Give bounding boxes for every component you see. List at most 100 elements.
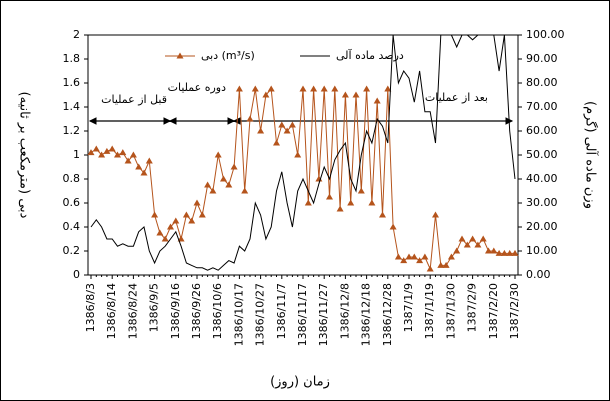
data-point — [235, 85, 243, 92]
data-point — [156, 229, 164, 236]
data-point — [204, 181, 212, 188]
data-point — [283, 127, 291, 134]
data-point — [230, 163, 238, 170]
data-point — [98, 151, 106, 158]
data-point — [315, 175, 323, 182]
data-point — [294, 151, 302, 158]
x-tick-label: 1386/11/17 — [296, 283, 309, 346]
series-line — [90, 34, 516, 271]
data-point — [426, 265, 434, 272]
legend-marker — [176, 52, 184, 59]
data-point — [288, 121, 296, 128]
data-point — [108, 145, 116, 152]
data-point — [341, 91, 349, 98]
annotation: بعد از عملیات — [425, 91, 488, 104]
data-point — [410, 253, 418, 260]
data-point — [432, 211, 439, 218]
x-tick-label: 1386/10/6 — [211, 283, 224, 339]
data-point — [103, 147, 111, 154]
data-point — [209, 187, 217, 194]
y2-tick-label: 30.00 — [526, 196, 558, 209]
x-tick-label: 1386/8/14 — [105, 283, 118, 339]
x-tick-label: 1386/12/28 — [381, 283, 394, 346]
data-point — [114, 151, 121, 158]
data-point — [394, 253, 402, 260]
x-axis-title: زمان (روز) — [270, 375, 330, 390]
data-point — [474, 241, 482, 248]
x-tick-label: 1386/11/7 — [275, 283, 288, 339]
annotation-arrows — [88, 117, 514, 125]
data-point — [389, 223, 397, 230]
x-tick-label: 1387/2/20 — [487, 283, 500, 339]
data-point — [379, 211, 386, 218]
x-tick-label: 1386/12/18 — [360, 283, 373, 346]
y-tick-label: 1.6 — [63, 76, 81, 89]
data-point — [326, 193, 333, 200]
x-tick-label: 1386/11/27 — [317, 283, 330, 346]
data-point — [299, 85, 307, 92]
y2-tick-label: 80.00 — [526, 76, 558, 89]
y2-axis-title: وزن ماده آلی (گرم) — [583, 101, 600, 209]
data-point — [251, 85, 259, 92]
x-tick-label: 1387/1/19 — [423, 283, 436, 339]
y2-tick-label: 20.00 — [526, 220, 558, 233]
data-point — [119, 149, 127, 156]
data-point — [384, 85, 392, 92]
data-point — [262, 91, 270, 98]
data-point — [352, 91, 360, 98]
data-point — [87, 149, 95, 156]
data-point — [257, 127, 265, 134]
data-point — [220, 175, 227, 182]
data-point — [506, 249, 514, 256]
data-point — [246, 115, 254, 122]
data-point — [273, 139, 280, 146]
x-tick-label: 1386/9/16 — [169, 283, 182, 339]
x-tick-label: 1387/1/30 — [444, 283, 457, 339]
data-point — [495, 249, 503, 256]
y-tick-label: 0 — [73, 268, 80, 281]
y-tick-label: 0.8 — [63, 172, 81, 185]
data-point — [363, 85, 371, 92]
y-tick-label: 0.4 — [63, 220, 81, 233]
legend-label: دبی (m³/s) — [201, 49, 255, 62]
data-point — [193, 199, 201, 206]
annotation: قبل از عملیات — [101, 93, 167, 106]
data-point — [140, 169, 148, 176]
data-point — [368, 199, 376, 206]
y2-tick-label: 90.00 — [526, 52, 558, 65]
data-point — [400, 257, 408, 264]
x-tick-label: 1386/10/27 — [254, 283, 267, 346]
data-point — [463, 241, 471, 248]
x-tick-label: 1386/12/8 — [338, 283, 351, 339]
x-tick-label: 1386/9/26 — [190, 283, 203, 339]
y-tick-label: 1.2 — [63, 124, 81, 137]
data-point — [320, 85, 328, 92]
data-point — [151, 211, 159, 218]
x-tick-label: 1386/10/17 — [232, 283, 245, 346]
x-tick-label: 1386/8/3 — [84, 283, 97, 332]
data-point — [511, 249, 519, 256]
y-tick-label: 2 — [73, 28, 80, 41]
data-point — [225, 181, 233, 188]
legend-label: درصد ماده آلی — [336, 48, 404, 62]
y-tick-label: 1 — [73, 148, 80, 161]
data-point — [161, 235, 169, 242]
data-point — [447, 253, 455, 260]
data-point — [304, 199, 312, 206]
data-point — [490, 247, 498, 254]
y-tick-label: 1.8 — [63, 52, 81, 65]
data-point — [188, 217, 196, 224]
data-point — [336, 205, 344, 212]
data-point — [145, 157, 153, 164]
y2-tick-label: 60.00 — [526, 124, 558, 137]
data-point — [373, 97, 381, 104]
y2-tick-label: 0.00 — [526, 268, 551, 281]
y2-tick-label: 50.00 — [526, 148, 558, 161]
data-point — [182, 211, 190, 218]
x-tick-label: 1387/2/9 — [466, 283, 479, 332]
data-point — [479, 235, 487, 242]
data-point — [241, 187, 249, 194]
data-point — [500, 249, 508, 256]
